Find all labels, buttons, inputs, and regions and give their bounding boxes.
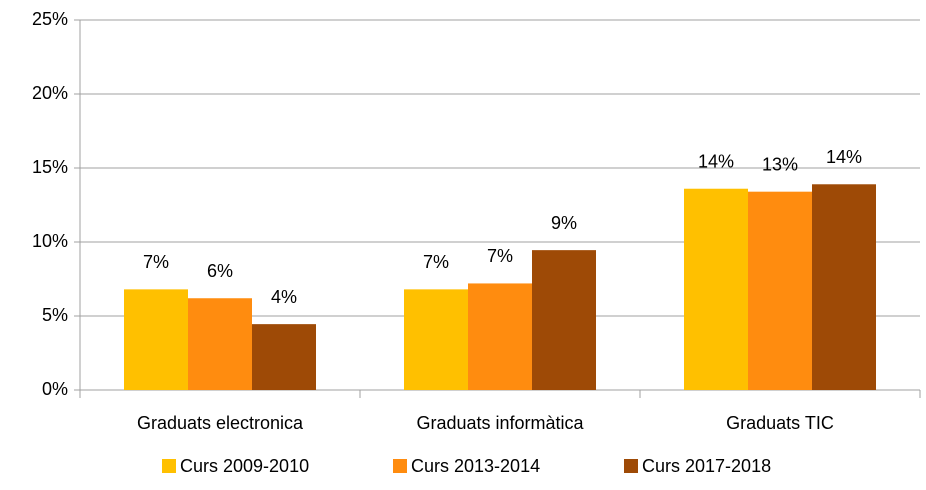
legend-swatch (393, 459, 407, 473)
value-label: 7% (423, 252, 449, 272)
value-label: 6% (207, 261, 233, 281)
bar (812, 184, 876, 390)
bar (188, 298, 252, 390)
y-tick-label: 10% (32, 231, 68, 251)
y-tick-label: 15% (32, 157, 68, 177)
x-tick-label: Graduats electronica (137, 413, 304, 433)
legend-swatch (162, 459, 176, 473)
x-tick-label: Graduats informàtica (416, 413, 584, 433)
value-label: 4% (271, 287, 297, 307)
value-label: 7% (487, 246, 513, 266)
value-label: 13% (762, 154, 798, 174)
y-tick-label: 25% (32, 9, 68, 29)
y-tick-label: 0% (42, 379, 68, 399)
legend-label: Curs 2017-2018 (642, 456, 771, 476)
x-tick-label: Graduats TIC (726, 413, 834, 433)
value-label: 14% (826, 147, 862, 167)
bar (252, 324, 316, 390)
legend-label: Curs 2009-2010 (180, 456, 309, 476)
bar (468, 283, 532, 390)
value-label: 7% (143, 252, 169, 272)
y-tick-label: 5% (42, 305, 68, 325)
legend-label: Curs 2013-2014 (411, 456, 540, 476)
bar (124, 289, 188, 390)
y-tick-label: 20% (32, 83, 68, 103)
bar (532, 250, 596, 390)
value-label: 9% (551, 213, 577, 233)
legend-swatch (624, 459, 638, 473)
bar (404, 289, 468, 390)
value-label: 14% (698, 151, 734, 171)
bar (748, 191, 812, 390)
bar (684, 188, 748, 390)
